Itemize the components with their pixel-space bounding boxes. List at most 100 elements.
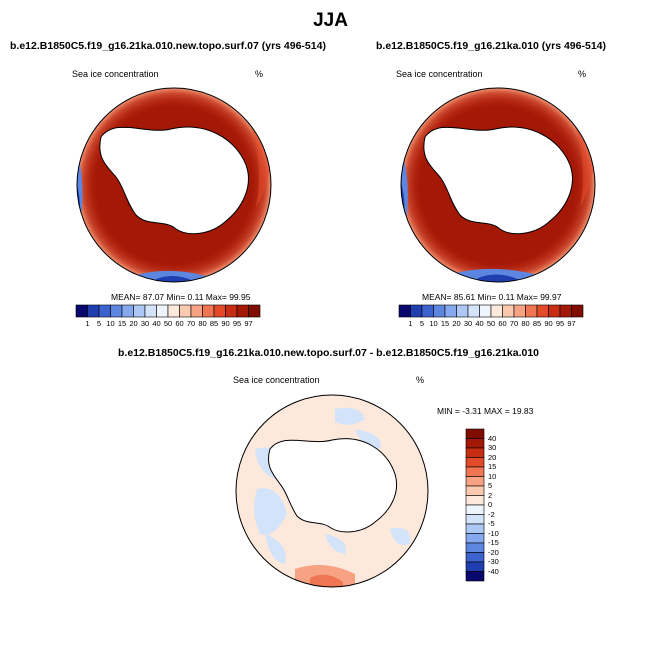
panel-2-colorbar-swatch-2 (421, 304, 434, 318)
diff-colorbar-label-14: -40 (488, 566, 499, 576)
main-title: JJA (313, 10, 348, 31)
panel-1-colorbar-label-11: 85 (209, 319, 219, 328)
panel-2-colorbar-swatch-6 (467, 304, 480, 318)
panel-2-units-label: % (578, 69, 587, 79)
panel-1-colorbar-swatch-1 (87, 304, 100, 318)
panel-1-colorbar-label-8: 60 (175, 319, 184, 328)
panel-1-colorbar-swatch-13 (225, 304, 238, 318)
panel-1-colorbar-label-5: 30 (140, 319, 150, 328)
panel-1-colorbar-swatch-8 (167, 304, 180, 318)
panel-1-colorbar (75, 304, 261, 318)
panel-2-colorbar-swatch-5 (456, 304, 469, 318)
diff-field-label: Sea ice concentration (233, 375, 320, 385)
diff-colorbar-swatch-5 (465, 476, 485, 487)
diff-map (235, 394, 429, 588)
panel-1-field-label: Sea ice concentration (72, 69, 159, 79)
panel-1-colorbar-swatch-9 (179, 304, 192, 318)
panel-1-antarctica (99, 126, 249, 235)
panel-1-colorbar-swatch-7 (156, 304, 169, 318)
diff-colorbar-swatch-14 (465, 561, 485, 572)
panel-2-colorbar-swatch-13 (548, 304, 561, 318)
diff-colorbar-label-5: 5 (488, 481, 493, 490)
panel-2-colorbar-label-2: 10 (429, 319, 438, 328)
panel-2-colorbar-label-3: 15 (440, 319, 450, 328)
diff-colorbar-label-10: -10 (488, 528, 499, 538)
panel-2-colorbar-label-6: 40 (475, 319, 484, 328)
panel-2-colorbar-label-13: 95 (555, 319, 565, 328)
panel-1-colorbar-labels: 1 5 10 15 20 30 40 50 60 70 80 85 90 95 97 (76, 319, 260, 331)
panel-1-colorbar-label-6: 40 (152, 319, 161, 328)
panel-2-colorbar-swatch-3 (433, 304, 446, 318)
panel-1-colorbar-swatch-5 (133, 304, 146, 318)
diff-colorbar-swatch-13 (465, 552, 485, 563)
diff-colorbar-label-11: -15 (488, 538, 499, 547)
diff-colorbar-label-12: -20 (488, 547, 499, 557)
panel-2-colorbar-swatch-9 (502, 304, 515, 318)
diff-units-label: % (416, 375, 425, 385)
diff-colorbar-swatch-12 (465, 542, 485, 553)
diff-colorbar-label-6: 2 (488, 490, 493, 500)
panel-1-colorbar-label-13: 95 (232, 319, 242, 328)
diff-colorbar-swatch-4 (465, 466, 485, 477)
diff-colorbar-label-4: 10 (488, 471, 497, 481)
panel-2-colorbar-swatch-15 (571, 304, 584, 318)
panel-2-colorbar-label-12: 90 (544, 319, 553, 328)
panel-1-title: b.e12.B1850C5.f19_g16.21ka.010.new.topo.… (10, 40, 326, 52)
panel-1-colorbar-label-7: 50 (163, 319, 173, 328)
diff-panel-title: b.e12.B1850C5.f19_g16.21ka.010.new.topo.… (118, 347, 540, 359)
panel-1-colorbar-label-9: 70 (186, 319, 196, 328)
panel-2-colorbar-label-1: 5 (419, 319, 425, 328)
panel-2-colorbar-swatch-7 (479, 304, 492, 318)
panel-2-stats: MEAN= 85.61 Min= 0.11 Max= 99.97 (422, 292, 562, 302)
panel-1-colorbar-label-14: 97 (244, 319, 253, 328)
panel-1-colorbar-swatch-15 (248, 304, 261, 318)
panel-1-stats: MEAN= 87.07 Min= 0.11 Max= 99.95 (111, 292, 251, 302)
panel-1-colorbar-label-1: 5 (96, 319, 102, 328)
panel-1-colorbar-label-2: 10 (106, 319, 115, 328)
panel-1-colorbar-label-0: 1 (85, 319, 90, 328)
panel-1-colorbar-label-3: 15 (117, 319, 127, 328)
panel-1-colorbar-swatch-12 (213, 304, 226, 318)
diff-colorbar (465, 428, 485, 582)
diff-colorbar-label-3: 15 (488, 462, 497, 471)
diff-stats: MIN = -3.31 MAX = 19.83 (437, 406, 534, 416)
diff-colorbar-label-8: -2 (488, 509, 495, 519)
panel-2-colorbar-label-0: 1 (408, 319, 413, 328)
diff-colorbar-swatch-2 (465, 447, 485, 458)
diff-colorbar-swatch-7 (465, 495, 485, 506)
panel-2-colorbar-label-4: 20 (452, 319, 461, 328)
diff-colorbar-label-0: 40 (488, 433, 497, 443)
diff-colorbar-label-1: 30 (488, 443, 497, 452)
diff-colorbar-swatch-8 (465, 504, 485, 515)
panel-2-colorbar-label-11: 85 (532, 319, 542, 328)
diff-colorbar-labels: 40 30 20 15 10 5 2 0 -2 -5 -10 -15 -20 -30 -40 (486, 429, 516, 581)
diff-colorbar-swatch-15 (465, 571, 485, 582)
diff-colorbar-swatch-0 (465, 428, 485, 439)
panel-1-colorbar-swatch-3 (110, 304, 123, 318)
diff-colorbar-swatch-3 (465, 457, 485, 468)
panel-1-units-label: % (255, 69, 264, 79)
diff-colorbar-label-9: -5 (488, 519, 495, 528)
panel-2-field-label: Sea ice concentration (396, 69, 483, 79)
panel-2-colorbar-swatch-8 (490, 304, 503, 318)
diff-antarctica (267, 438, 397, 533)
panel-1-map (76, 87, 272, 283)
panel-2-colorbar-swatch-12 (536, 304, 549, 318)
panel-1-colorbar-swatch-2 (98, 304, 111, 318)
panel-1-colorbar-swatch-0 (75, 304, 88, 318)
panel-2-colorbar-swatch-10 (513, 304, 526, 318)
panel-2-antarctica (423, 126, 573, 235)
panel-2-colorbar-label-9: 70 (509, 319, 519, 328)
diff-colorbar-swatch-1 (465, 438, 485, 449)
panel-2-colorbar-swatch-0 (398, 304, 411, 318)
panel-2-colorbar-swatch-1 (410, 304, 423, 318)
diff-colorbar-label-2: 20 (488, 452, 497, 462)
panel-2-colorbar-swatch-14 (559, 304, 572, 318)
panel-2-colorbar-label-8: 60 (498, 319, 507, 328)
panel-2-colorbar-label-10: 80 (521, 319, 530, 328)
diff-colorbar-swatch-11 (465, 533, 485, 544)
panel-2-colorbar (398, 304, 584, 318)
panel-1-colorbar-swatch-10 (190, 304, 203, 318)
diff-colorbar-label-13: -30 (488, 557, 499, 566)
panel-1-colorbar-swatch-14 (236, 304, 249, 318)
